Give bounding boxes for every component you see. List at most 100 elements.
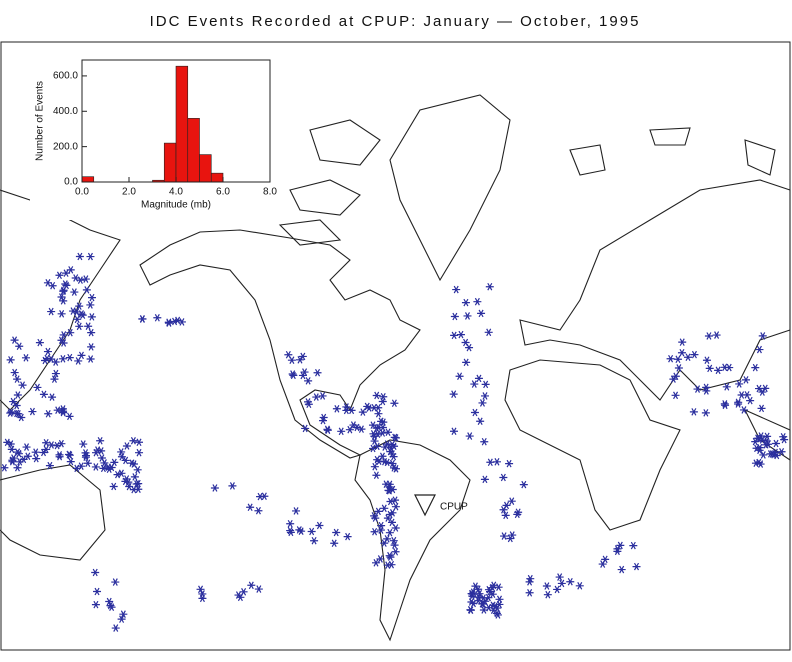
event-marker — [82, 286, 91, 294]
event-marker — [702, 387, 711, 395]
event-marker — [500, 532, 509, 540]
event-marker — [465, 343, 474, 352]
event-marker — [55, 451, 64, 459]
event-marker — [76, 276, 85, 284]
event-marker — [751, 363, 760, 372]
event-marker — [295, 356, 304, 364]
event-marker — [254, 506, 263, 515]
event-marker — [79, 440, 88, 448]
event-marker — [507, 497, 516, 505]
event-marker — [286, 526, 295, 535]
event-marker — [474, 374, 483, 383]
event-marker — [617, 565, 626, 574]
event-marker — [78, 311, 87, 319]
event-marker — [87, 313, 96, 321]
event-marker — [51, 369, 60, 378]
event-marker — [330, 539, 339, 548]
event-marker — [74, 357, 83, 365]
event-marker — [684, 353, 693, 362]
event-marker — [499, 506, 508, 514]
event-marker — [53, 406, 62, 414]
event-marker — [456, 330, 465, 339]
event-marker — [671, 391, 680, 400]
event-marker — [9, 454, 18, 462]
event-marker — [3, 438, 12, 447]
event-marker — [705, 364, 714, 373]
event-marker — [370, 462, 379, 471]
event-marker — [755, 446, 764, 455]
event-marker — [247, 581, 256, 590]
event-marker — [739, 406, 748, 414]
australia — [0, 464, 106, 561]
event-marker — [61, 280, 70, 288]
event-marker — [72, 464, 81, 473]
event-marker — [384, 486, 393, 495]
event-marker — [735, 380, 744, 388]
event-marker — [91, 568, 100, 577]
event-marker — [693, 385, 702, 393]
event-marker — [495, 595, 504, 604]
event-marker — [337, 427, 346, 436]
event-marker — [388, 450, 397, 458]
event-marker — [110, 458, 119, 467]
event-marker — [310, 536, 319, 545]
bar — [187, 118, 200, 183]
bar — [163, 142, 177, 183]
event-marker — [91, 600, 100, 609]
event-marker — [254, 585, 263, 593]
africa — [504, 359, 681, 531]
event-marker — [376, 555, 385, 563]
event-marker — [210, 484, 219, 492]
event-marker — [674, 364, 683, 372]
event-marker — [473, 297, 482, 306]
event-marker — [0, 463, 9, 472]
event-marker — [122, 442, 131, 450]
event-marker — [138, 315, 147, 323]
event-marker — [368, 421, 377, 429]
event-marker — [357, 425, 366, 433]
event-marker — [72, 308, 81, 316]
event-marker — [741, 376, 750, 384]
event-marker — [689, 408, 698, 416]
event-marker — [10, 368, 19, 377]
event-marker — [66, 266, 75, 274]
event-marker — [690, 350, 699, 359]
event-marker — [319, 413, 328, 422]
event-marker — [121, 456, 130, 465]
event-marker — [385, 528, 394, 537]
event-marker — [304, 377, 313, 385]
event-marker — [598, 560, 607, 568]
event-marker — [499, 473, 508, 482]
event-marker — [492, 458, 501, 466]
x-tick-label: 4.0 — [169, 187, 183, 198]
greenland — [389, 94, 511, 282]
event-marker — [45, 461, 54, 470]
event-marker — [42, 445, 51, 454]
event-marker — [761, 384, 770, 393]
event-marker — [66, 457, 75, 466]
north-america — [139, 229, 421, 459]
event-marker — [758, 332, 767, 340]
station-marker — [414, 494, 436, 517]
event-marker — [757, 432, 766, 440]
event-marker — [59, 287, 68, 296]
map-title: IDC Events Recorded at CPUP: January — O… — [150, 13, 641, 30]
event-marker — [75, 302, 84, 310]
event-marker — [365, 404, 374, 412]
event-marker — [109, 482, 118, 491]
event-marker — [722, 383, 731, 391]
event-marker — [196, 585, 205, 594]
event-marker — [15, 342, 24, 351]
event-marker — [519, 480, 528, 489]
event-marker — [758, 388, 767, 396]
event-marker — [780, 435, 789, 444]
event-marker — [31, 448, 40, 456]
event-marker — [484, 328, 493, 337]
event-marker — [461, 298, 470, 307]
event-marker — [55, 271, 64, 280]
event-marker — [298, 352, 307, 361]
event-marker — [70, 288, 79, 296]
event-marker — [720, 400, 729, 408]
event-marker — [57, 310, 66, 318]
event-marker — [757, 404, 766, 413]
